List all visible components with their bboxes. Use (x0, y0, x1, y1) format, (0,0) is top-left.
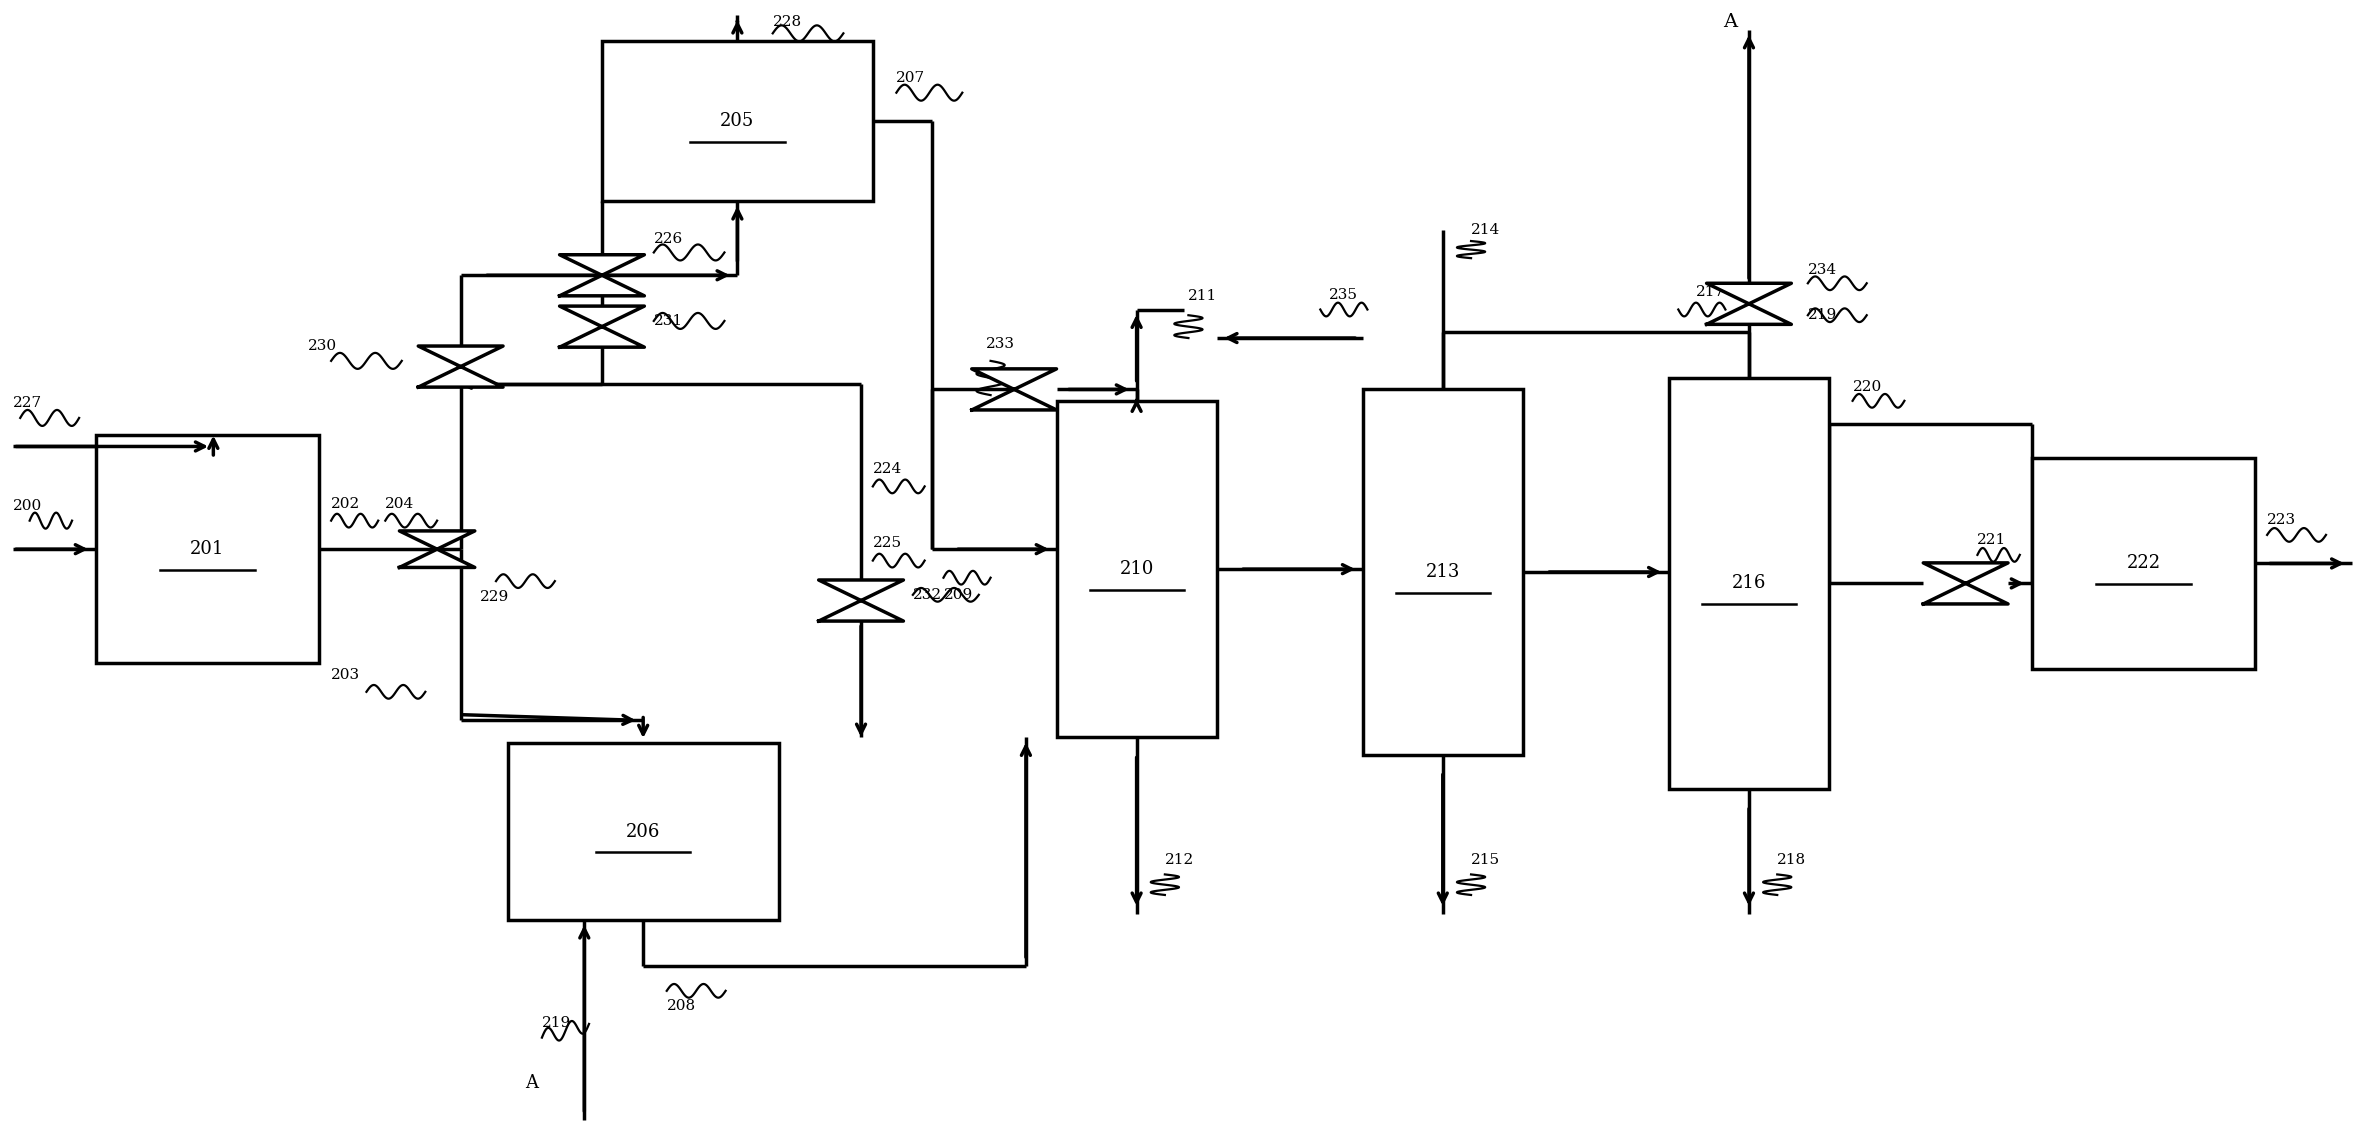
Bar (1363, 389, 1523, 755)
Text: A: A (526, 1074, 538, 1093)
Text: 202: 202 (330, 496, 361, 510)
Text: 235: 235 (1330, 287, 1358, 302)
Text: 213: 213 (1427, 563, 1460, 581)
Polygon shape (417, 345, 502, 387)
Text: 204: 204 (384, 496, 415, 510)
Polygon shape (399, 531, 474, 567)
Text: 217: 217 (1695, 285, 1726, 300)
Text: 219: 219 (1809, 308, 1837, 323)
Polygon shape (818, 580, 903, 621)
Text: 230: 230 (307, 339, 337, 353)
Text: 231: 231 (653, 313, 684, 328)
Text: 208: 208 (667, 999, 696, 1012)
Polygon shape (559, 307, 644, 347)
Text: 222: 222 (2127, 555, 2160, 572)
Text: 210: 210 (1120, 561, 1153, 578)
Polygon shape (1707, 284, 1792, 325)
Text: 225: 225 (872, 537, 903, 550)
Text: 212: 212 (1165, 852, 1193, 867)
Text: 228: 228 (773, 15, 802, 29)
Text: 203: 203 (330, 668, 361, 682)
Text: 221: 221 (1978, 533, 2007, 547)
Bar (1056, 400, 1217, 738)
Text: 215: 215 (1471, 852, 1500, 867)
Text: 211: 211 (1188, 288, 1217, 303)
Text: 218: 218 (1778, 852, 1806, 867)
Bar (601, 41, 872, 201)
Text: 229: 229 (479, 590, 509, 604)
Text: 233: 233 (986, 336, 1014, 351)
Text: 227: 227 (14, 396, 42, 410)
Text: A: A (1724, 13, 1738, 31)
Polygon shape (559, 255, 644, 296)
Bar (507, 744, 778, 920)
Text: 209: 209 (943, 588, 974, 602)
Text: 219: 219 (542, 1016, 571, 1030)
Polygon shape (971, 368, 1056, 410)
Text: 226: 226 (653, 232, 684, 246)
Text: 224: 224 (872, 462, 903, 476)
Text: 216: 216 (1731, 574, 1766, 593)
Text: 206: 206 (625, 823, 660, 841)
Text: 214: 214 (1471, 223, 1500, 237)
Text: 200: 200 (14, 499, 42, 513)
Bar (1669, 378, 1830, 789)
Text: 232: 232 (913, 588, 941, 602)
Text: 205: 205 (719, 112, 755, 130)
Text: 234: 234 (1809, 263, 1837, 277)
Text: 220: 220 (1853, 380, 1882, 395)
Text: 207: 207 (896, 71, 924, 85)
Bar (2033, 458, 2254, 669)
Text: 223: 223 (2266, 513, 2297, 527)
Text: 201: 201 (191, 540, 224, 558)
Polygon shape (1924, 563, 2009, 604)
Bar (97, 435, 318, 664)
